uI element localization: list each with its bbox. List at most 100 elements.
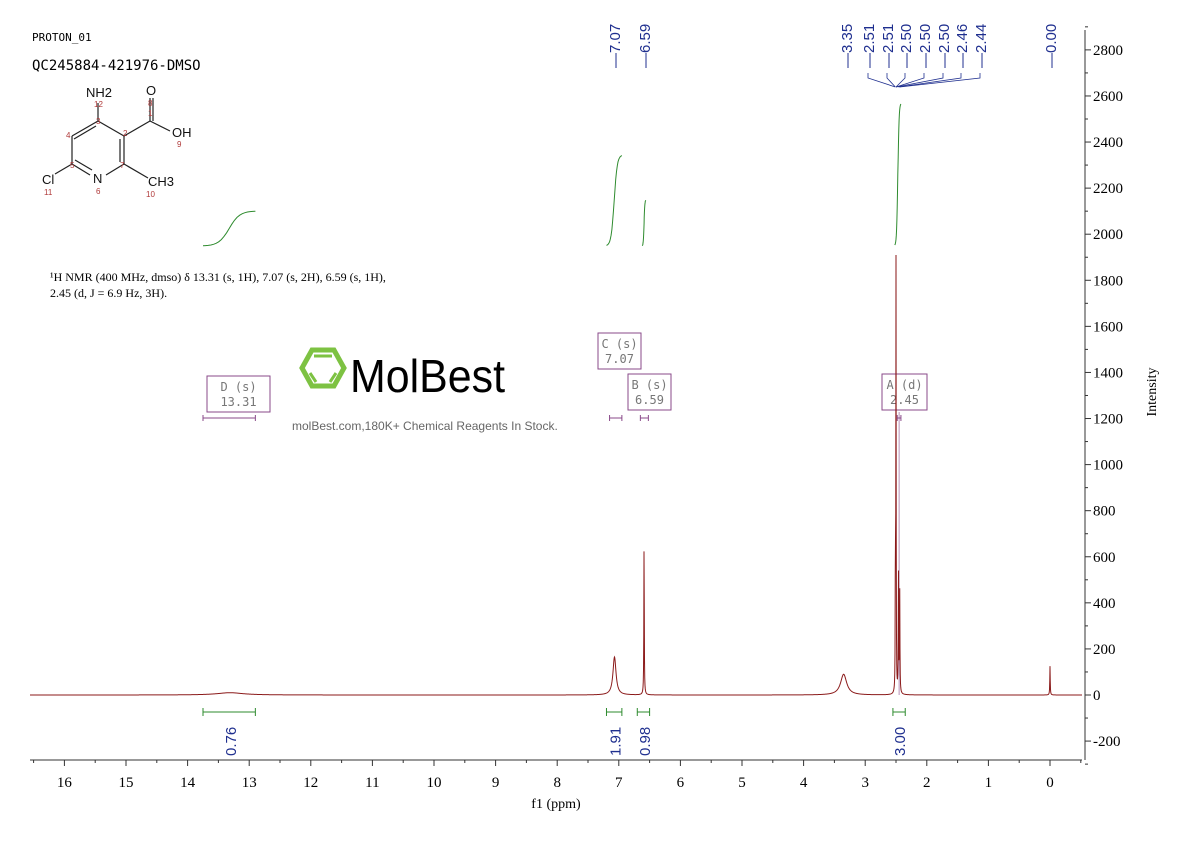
integral-curve — [641, 199, 647, 247]
integral-value: 0.76 — [223, 727, 240, 756]
y-axis-label: Intensity — [1145, 368, 1160, 417]
peak-label-connector — [895, 73, 906, 88]
hexagon-logo-icon — [299, 347, 347, 389]
x-tick-label: 2 — [923, 775, 931, 791]
peak-label: —2.50 — [917, 24, 934, 68]
x-tick-label: 11 — [365, 775, 379, 791]
watermark-brand: MolBest — [350, 350, 505, 402]
x-tick-label: 6 — [677, 775, 685, 791]
multiplet-id: C (s) — [601, 337, 637, 351]
atom-n: N — [93, 171, 102, 186]
integral-curve — [894, 103, 902, 246]
multiplet-id: B (s) — [631, 378, 667, 392]
y-tick-label: -200 — [1093, 734, 1121, 750]
multiplet-id: D (s) — [220, 380, 256, 394]
peak-label: —6.59 — [637, 24, 654, 68]
y-tick-label: 800 — [1093, 504, 1116, 520]
svg-text:4: 4 — [66, 131, 71, 140]
peak-label-connector — [895, 73, 925, 88]
multiplet-box — [206, 375, 271, 413]
svg-text:12: 12 — [94, 100, 103, 109]
x-axis-label: f1 (ppm) — [531, 797, 581, 812]
y-tick-label: 0 — [1093, 688, 1101, 704]
x-tick-label: 10 — [427, 775, 442, 791]
multiplet-shift: 13.31 — [220, 395, 256, 409]
y-tick-label: 1600 — [1093, 319, 1123, 335]
svg-text:3: 3 — [96, 117, 101, 126]
y-tick-label: 1000 — [1093, 458, 1123, 474]
peak-label: —2.51 — [880, 24, 897, 68]
peak-label-connector — [899, 73, 981, 88]
x-tick-label: 1 — [985, 775, 993, 791]
experiment-name: PROTON_01 — [32, 31, 92, 44]
svg-text:10: 10 — [146, 190, 155, 199]
y-tick-label: 1800 — [1093, 273, 1123, 289]
atom-oh: OH — [172, 125, 192, 140]
peak-label: —7.07 — [607, 24, 624, 68]
sample-name: QC245884-421976-DMSO — [32, 58, 201, 74]
y-tick-label: 2200 — [1093, 181, 1123, 197]
x-tick-label: 7 — [615, 775, 623, 791]
watermark: MolBest molBest.com,180K+ Chemical Reage… — [292, 347, 558, 433]
atom-cl: Cl — [42, 172, 54, 187]
integral-value: 0.98 — [637, 727, 654, 756]
x-tick-label: 0 — [1046, 775, 1054, 791]
chemical-structure — [54, 98, 171, 179]
peak-label: —2.50 — [936, 24, 953, 68]
integral-curve — [606, 155, 623, 246]
x-tick-label: 5 — [738, 775, 746, 791]
x-tick-label: 12 — [303, 775, 318, 791]
multiplet-box — [627, 373, 672, 411]
multiplet-shift: 6.59 — [635, 393, 664, 407]
peak-label: —2.50 — [898, 24, 915, 68]
svg-text:8: 8 — [148, 99, 153, 108]
integral-curve — [202, 210, 256, 247]
multiplet-shift: 2.45 — [890, 393, 919, 407]
peak-label-connector — [886, 73, 896, 88]
x-tick-label: 4 — [800, 775, 808, 791]
x-tick-label: 14 — [180, 775, 196, 791]
y-tick-label: 200 — [1093, 642, 1116, 658]
atom-numbers: 1 2 3 4 5 6 7 8 9 10 11 12 — [44, 99, 182, 199]
nmr-description-line1: ¹H NMR (400 MHz, dmso) δ 13.31 (s, 1H), … — [50, 270, 386, 284]
nmr-description-line2: 2.45 (d, J = 6.9 Hz, 3H). — [50, 286, 167, 300]
atom-o: O — [146, 83, 156, 98]
integral-value: 1.91 — [607, 727, 624, 756]
svg-text:11: 11 — [44, 188, 53, 197]
svg-text:9: 9 — [177, 140, 182, 149]
y-tick-label: 1400 — [1093, 365, 1123, 381]
svg-text:6: 6 — [96, 187, 101, 196]
svg-text:1: 1 — [148, 109, 153, 118]
multiplet-id: A (d) — [886, 378, 922, 392]
svg-text:2: 2 — [123, 129, 128, 138]
y-tick-label: 2400 — [1093, 135, 1123, 151]
peak-label: —3.35 — [839, 24, 856, 68]
atom-ch3: CH3 — [148, 174, 174, 189]
x-tick-label: 9 — [492, 775, 500, 791]
peak-label: —0.00 — [1043, 24, 1060, 68]
peak-label: —2.46 — [954, 24, 971, 68]
x-tick-label: 8 — [553, 775, 561, 791]
svg-text:7: 7 — [120, 161, 125, 170]
y-tick-label: 1200 — [1093, 412, 1123, 428]
atom-nh2: NH2 — [86, 85, 112, 100]
y-tick-label: 400 — [1093, 596, 1116, 612]
multiplet-box — [597, 332, 642, 370]
x-tick-label: 3 — [861, 775, 869, 791]
multiplet-shift: 7.07 — [605, 352, 634, 366]
integral-value: 3.00 — [892, 727, 909, 756]
peak-label-connector — [898, 73, 962, 88]
multiplet-box — [881, 373, 928, 411]
x-tick-label: 13 — [242, 775, 257, 791]
y-tick-label: 600 — [1093, 550, 1116, 566]
svg-text:5: 5 — [70, 161, 75, 170]
y-tick-label: 2600 — [1093, 89, 1123, 105]
y-tick-label: 2000 — [1093, 227, 1123, 243]
watermark-tagline: molBest.com,180K+ Chemical Reagents In S… — [292, 419, 558, 433]
x-tick-label: 16 — [57, 775, 73, 791]
peak-label: —2.51 — [861, 24, 878, 68]
peak-label-connector — [895, 73, 944, 88]
x-tick-label: 15 — [119, 775, 134, 791]
spectrum-line — [30, 255, 1082, 696]
